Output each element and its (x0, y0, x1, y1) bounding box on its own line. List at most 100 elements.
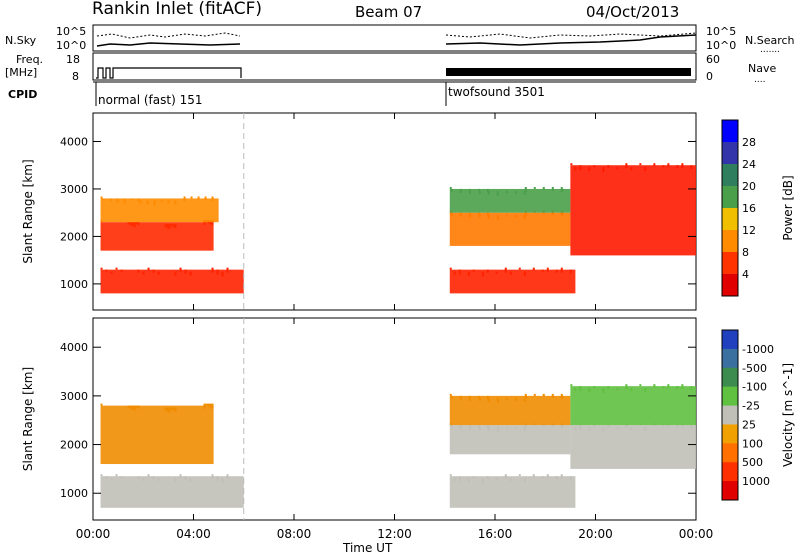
scatter-speck (504, 267, 507, 273)
scatter-speck (532, 474, 535, 478)
beam-label: Beam 07 (355, 3, 422, 21)
scatter-speck (644, 167, 647, 172)
scatter-speck (209, 403, 212, 408)
scatter-speck (467, 478, 470, 483)
colorbar-swatch (722, 443, 738, 463)
freq-strip-frame (92, 52, 697, 81)
colorbar-tick-label: 4 (742, 268, 749, 281)
colorbar-tick-label: 500 (742, 456, 763, 469)
scatter-speck (561, 188, 564, 191)
scatter-speck (486, 395, 489, 399)
colorbar-swatch (722, 274, 738, 297)
scatter-speck (523, 271, 526, 276)
cpid-segment-twofsound: twofsound 3501 (448, 85, 545, 99)
scatter-speck (505, 214, 508, 217)
x-tick-label: 08:00 (277, 527, 312, 541)
scatter-speck (146, 200, 149, 205)
scatter-speck (459, 425, 462, 430)
scatter-speck (546, 474, 549, 479)
scatter-speck (561, 212, 564, 215)
scatter-speck (496, 397, 499, 403)
colorbar-tick-label: 100 (742, 437, 763, 450)
scatter-speck (486, 212, 489, 216)
scatter-speck (542, 393, 545, 397)
scatter-speck (477, 425, 480, 428)
scatter-speck (588, 167, 591, 172)
scatter-speck (157, 478, 160, 482)
scatter-speck (546, 267, 549, 272)
scatter-speck (496, 214, 499, 220)
scatter-speck (561, 425, 564, 428)
scatter-speck (560, 474, 563, 480)
scatter-speck (505, 190, 508, 193)
x-axis-label: Time UT (342, 541, 393, 554)
scatter-speck (468, 212, 471, 218)
scatter-speck (164, 224, 167, 228)
scatter-speck (662, 386, 665, 389)
scatter-speck (593, 165, 596, 168)
colorbar-swatch (722, 405, 738, 425)
scatter-speck (203, 220, 206, 226)
scatter-speck (137, 222, 140, 226)
colorbar-swatch (722, 481, 738, 501)
scatter-speck (100, 196, 103, 199)
scatter-speck (639, 384, 642, 387)
scatter-speck (561, 395, 564, 398)
colorbar-tick-label: -25 (742, 400, 760, 413)
scatter-speck (468, 395, 471, 401)
colorbar-swatch (722, 208, 738, 231)
colorbar-tick-label: -1000 (742, 343, 774, 356)
scatter-speck (449, 186, 452, 189)
scatter-region (449, 425, 571, 455)
scatter-speck (662, 425, 665, 428)
scatter-speck (115, 267, 118, 270)
y-axis-label: Slant Range [km] (21, 159, 35, 263)
scatter-speck (523, 397, 526, 402)
scatter-region (449, 476, 576, 508)
scatter-speck (607, 165, 610, 169)
scatter-speck (541, 476, 544, 479)
scatter-speck (184, 476, 187, 481)
scatter-speck (639, 163, 642, 166)
scatter-speck (109, 198, 112, 202)
scatter-speck (453, 478, 456, 482)
scatter-speck (211, 403, 214, 409)
scatter-speck (458, 269, 461, 275)
scatter-speck (514, 397, 517, 401)
scatter-speck (487, 397, 490, 402)
colorbar-swatch (722, 164, 738, 187)
scatter-speck (205, 403, 208, 406)
colorbar-tick-label: 20 (742, 180, 756, 193)
colorbar-frame (721, 329, 739, 501)
scatter-speck (453, 271, 456, 275)
time-axis: 00:00 04:00 08:00 12:00 16:00 20:00 00:00 (76, 113, 713, 541)
scatter-speck (166, 407, 169, 412)
scatter-speck (450, 395, 453, 399)
scatter-speck (131, 405, 134, 410)
scatter-speck (579, 165, 582, 171)
scatter-speck (100, 474, 103, 477)
scatter-speck (607, 386, 610, 390)
nave-label: Nave (748, 62, 776, 75)
scatter-speck (459, 188, 462, 193)
scatter-speck (172, 224, 175, 228)
colorbar-swatch (722, 462, 738, 482)
scatter-speck (588, 427, 591, 432)
scatter-speck (467, 271, 470, 276)
scatter-speck (630, 388, 633, 392)
scatter-speck (477, 212, 480, 215)
scatter-speck (105, 476, 108, 479)
scatter-speck (127, 405, 130, 408)
scatter-speck (179, 474, 182, 479)
scatter-speck (105, 269, 108, 272)
scatter-speck (653, 163, 656, 167)
scatter-speck (190, 196, 193, 199)
scatter-region (449, 269, 576, 294)
y-tick-label: 3000 (60, 183, 88, 196)
cpid-segment-normal: normal (fast) 151 (98, 93, 202, 107)
nsky-tick-bottom: 10^0 (56, 39, 86, 52)
scatter-speck (135, 405, 138, 408)
scatter-speck (625, 384, 628, 390)
colorbar-tick-label: 16 (742, 202, 756, 215)
scatter-speck (221, 478, 224, 484)
